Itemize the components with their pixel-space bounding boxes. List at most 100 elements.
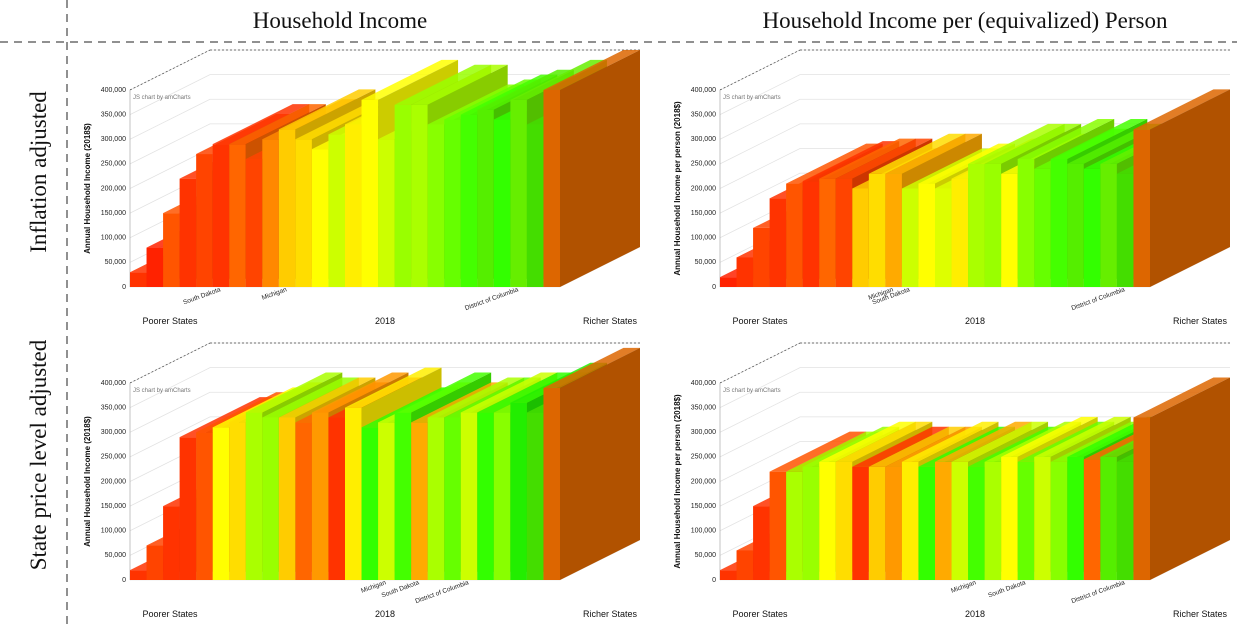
column [543, 347, 640, 580]
column-front [1083, 459, 1101, 580]
y-axis-label: Annual Household Income (2018$) [83, 416, 92, 547]
column-front [130, 272, 147, 287]
column-front [444, 417, 461, 580]
y-tick-label: 0 [122, 577, 126, 584]
column-front [328, 134, 345, 287]
chart-credit: JS chart by amCharts [723, 388, 781, 394]
x-tick-label: District of Columbia [1071, 579, 1127, 605]
column-front [951, 461, 969, 580]
chart-credit: JS chart by amCharts [133, 388, 191, 394]
column-front [146, 247, 164, 287]
column-front [328, 417, 345, 580]
y-tick-label: 100,000 [101, 235, 126, 242]
column-top [1133, 377, 1230, 418]
column-top [311, 372, 409, 413]
column-front [278, 129, 296, 287]
column-top [935, 421, 1032, 462]
grid-line [719, 123, 1230, 165]
column-front [179, 437, 197, 580]
column-top [278, 89, 376, 130]
y-tick-label: 400,000 [101, 380, 126, 387]
column-top [835, 138, 933, 179]
top-edge [129, 342, 211, 384]
grid-line [719, 98, 1230, 140]
column-title: Household Income [253, 8, 427, 33]
chart-credit: JS chart by amCharts [133, 95, 191, 101]
column-top [543, 50, 640, 90]
y-tick-label: 350,000 [101, 404, 126, 411]
y-tick-label: 100,000 [101, 528, 126, 535]
x-axis-label: 2018 [375, 316, 395, 326]
column-front [411, 422, 428, 580]
column-top [394, 64, 492, 105]
x-tick-label: Michigan [261, 286, 288, 302]
column-front [852, 188, 869, 287]
column-front [378, 422, 395, 580]
column-front [262, 417, 279, 580]
column-front [1034, 456, 1051, 580]
column-front [1133, 129, 1150, 287]
grid-line [719, 342, 1230, 384]
chart: 0 50,000 100,000 150,000 200,000 250,000 300,0… [673, 342, 1231, 619]
column-title: Household Income per (equivalized) Perso… [763, 8, 1168, 33]
column-top [852, 426, 949, 467]
column-front [918, 466, 935, 580]
column-front [427, 417, 445, 580]
x-axis-label: Poorer States [732, 609, 788, 619]
column-front [295, 422, 312, 580]
x-axis-label: Richer States [1173, 316, 1228, 326]
column-front [1034, 168, 1051, 287]
column-front [1001, 456, 1018, 580]
column-front [935, 461, 952, 580]
column-front [918, 183, 935, 287]
y-tick-label: 200,000 [101, 185, 126, 192]
grid-line [129, 367, 640, 408]
y-tick-label: 200,000 [691, 185, 716, 192]
column-front [262, 139, 279, 287]
y-tick-label: 0 [712, 577, 716, 584]
row-title: State price level adjusted [26, 339, 51, 570]
column-top [411, 64, 508, 105]
column-front [510, 402, 527, 580]
x-axis-label: Poorer States [732, 316, 788, 326]
column-front [1067, 163, 1084, 287]
y-axis-label: Annual Household Income (2018$) [83, 123, 92, 254]
column-side [1150, 377, 1230, 580]
top-edge [129, 49, 211, 91]
column-front [835, 178, 853, 287]
column-front [1017, 461, 1035, 580]
y-tick-label: 150,000 [101, 210, 126, 217]
column-front [212, 427, 230, 580]
y-tick-label: 350,000 [691, 111, 716, 118]
x-tick-label: District of Columbia [1071, 286, 1127, 312]
column-top [901, 421, 999, 462]
column-front [802, 181, 820, 287]
x-tick-label: South Dakota [987, 579, 1027, 599]
column-top [885, 133, 982, 174]
column-top [1017, 118, 1115, 159]
column-front [130, 570, 147, 580]
column-front [229, 422, 246, 580]
column-front [460, 412, 478, 580]
x-tick-label: District of Columbia [414, 579, 470, 605]
chart: 0 50,000 100,000 150,000 200,000 250,000 300,0… [673, 49, 1231, 326]
column-front [311, 412, 329, 580]
column-side [1150, 89, 1230, 288]
column-front [444, 119, 461, 287]
column-front [935, 188, 952, 287]
column-top [951, 421, 1049, 462]
y-tick-label: 150,000 [691, 503, 716, 510]
column-front [769, 198, 787, 287]
column-front [1050, 158, 1068, 287]
column-side [560, 50, 640, 287]
row-title: Inflation adjusted [26, 91, 51, 253]
column-front [460, 114, 478, 287]
column-top [1034, 416, 1131, 457]
column-front [901, 461, 919, 580]
column-front [1083, 168, 1101, 287]
column-top [477, 372, 574, 413]
column-front [163, 506, 180, 580]
column-front [1116, 461, 1134, 580]
column-front [345, 124, 362, 287]
column-front [753, 506, 770, 580]
